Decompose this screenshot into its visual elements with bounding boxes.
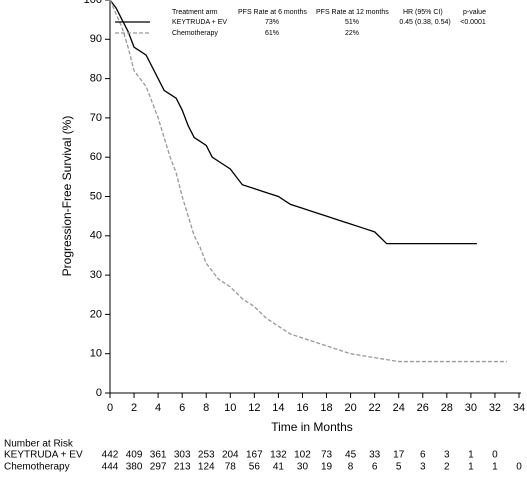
risk-count: 132 [270,450,287,461]
y-tick-label: 80 [90,73,102,85]
legend-label: KEYTRUDA + EV [172,19,227,26]
x-tick-label: 28 [441,402,453,414]
legend-cell: 0.45 (0.38, 0.54) [399,19,450,26]
x-tick-label: 14 [272,402,284,414]
x-tick-label: 18 [320,402,332,414]
risk-count: 19 [321,462,333,473]
risk-count: 56 [249,462,261,473]
risk-count: 0 [492,450,498,461]
risk-count: 102 [294,450,311,461]
risk-count: 78 [225,462,237,473]
risk-count: 297 [150,462,167,473]
legend-cell: 51% [345,19,359,26]
risk-count: 444 [102,462,119,473]
legend-header: p-value [463,9,486,16]
risk-count: 45 [345,450,357,461]
y-tick-label: 30 [90,269,102,281]
risk-count: 253 [198,450,215,461]
x-tick-label: 22 [369,402,381,414]
risk-count: 6 [420,450,426,461]
risk-count: 1 [468,450,474,461]
legend-header: PFS Rate at 12 months [316,9,389,16]
legend-label: Chemotherapy [172,30,218,37]
risk-count: 409 [126,450,143,461]
risk-count: 6 [372,462,378,473]
y-tick-label: 40 [90,230,102,242]
survival-curve [109,0,477,245]
risk-count: 204 [222,450,239,461]
risk-count: 33 [369,450,381,461]
risk-count: 73 [321,450,333,461]
risk-row-label: KEYTRUDA + EV [4,450,83,461]
x-tick-label: 24 [393,402,405,414]
risk-count: 1 [468,462,474,473]
legend-cell: 22% [345,30,359,37]
x-tick-label: 20 [344,402,356,414]
x-axis-label: Time in Months [271,420,353,434]
x-tick-label: 30 [465,402,477,414]
risk-count: 0 [516,462,522,473]
y-tick-label: 20 [90,308,102,320]
risk-count: 3 [444,450,450,461]
y-tick-label: 90 [90,33,102,45]
y-tick-label: 0 [96,387,102,399]
y-tick-label: 10 [90,348,102,360]
x-tick-label: 2 [131,402,137,414]
risk-title: Number at Risk [4,439,74,450]
risk-count: 17 [393,450,405,461]
risk-row-label: Chemotherapy [4,462,70,473]
risk-count: 213 [174,462,191,473]
risk-count: 3 [420,462,426,473]
risk-count: 380 [126,462,143,473]
risk-count: 361 [150,450,167,461]
y-tick-label: 100 [84,0,102,6]
x-tick-label: 8 [203,402,209,414]
risk-count: 1 [492,462,498,473]
x-tick-label: 0 [107,402,113,414]
risk-count: 41 [273,462,285,473]
legend-cell: <0.0001 [460,19,486,26]
x-tick-label: 26 [417,402,429,414]
y-tick-label: 70 [90,112,102,124]
risk-count: 442 [102,450,119,461]
risk-count: 30 [297,462,309,473]
x-tick-label: 16 [296,402,308,414]
legend-cell: 73% [265,19,279,26]
x-tick-label: 10 [224,402,236,414]
y-axis-label: Progression-Free Survival (%) [60,116,74,277]
legend-header: PFS Rate at 6 months [238,9,307,16]
x-tick-label: 6 [179,402,185,414]
risk-count: 167 [246,450,263,461]
y-tick-label: 50 [90,190,102,202]
y-tick-label: 60 [90,151,102,163]
x-tick-label: 32 [489,402,501,414]
survival-curve [109,0,507,363]
risk-count: 2 [444,462,450,473]
legend-cell: 61% [265,30,279,37]
risk-count: 124 [198,462,215,473]
x-tick-label: 12 [248,402,260,414]
risk-count: 303 [174,450,191,461]
x-tick-label: 34 [513,402,525,414]
legend-header: HR (95% CI) [403,9,443,16]
risk-count: 8 [348,462,354,473]
risk-count: 5 [396,462,402,473]
legend-header: Treatment arm [172,9,218,16]
x-tick-label: 4 [155,402,161,414]
